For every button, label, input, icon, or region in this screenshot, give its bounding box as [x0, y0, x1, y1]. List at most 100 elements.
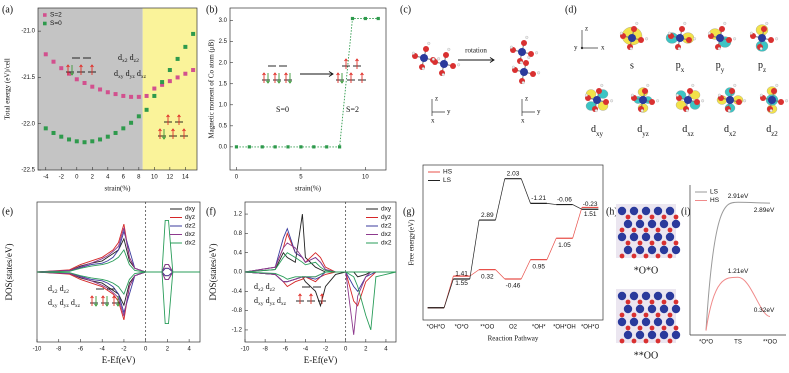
x-tick-label: -2 — [323, 347, 329, 353]
cobalt-atom — [659, 245, 669, 255]
x-tick-label: 0 — [144, 347, 148, 353]
hydrogen-atom — [701, 99, 705, 103]
data-point — [312, 145, 316, 149]
y-tick-label: -21.5 — [21, 75, 35, 81]
cobalt-atom — [623, 219, 633, 229]
data-point — [234, 145, 239, 149]
annotation: S=2 — [346, 105, 359, 114]
structure-label: *O*O — [634, 265, 658, 276]
data-point — [175, 56, 180, 61]
cobalt-atom — [623, 304, 633, 314]
oxygen-atom — [649, 214, 655, 220]
spin-arrow — [90, 64, 94, 75]
data-point — [98, 87, 103, 92]
series-line — [244, 232, 396, 273]
spin-arrow — [288, 73, 292, 84]
connector — [572, 207, 583, 239]
cobalt-atom — [520, 68, 528, 76]
value-label: 0.32eV — [754, 307, 775, 314]
oxygen-atom — [619, 227, 625, 233]
spin-arrow — [262, 72, 266, 83]
orbital-label: s — [630, 60, 634, 71]
connector — [520, 178, 531, 204]
annotation: dxy dyz dxz — [114, 69, 147, 80]
value-label: 1.05 — [558, 242, 571, 249]
oxygen-atom — [596, 88, 602, 94]
hydrogen-atom — [537, 71, 541, 75]
y-tick-label: -0.4 — [232, 289, 243, 295]
spin-arrow — [298, 293, 302, 304]
x-tick-label: 2 — [364, 347, 368, 353]
oxygen-atom — [661, 299, 667, 305]
oxygen-atom — [667, 253, 673, 259]
hydrogen-atom — [421, 67, 425, 71]
oxygen-atom — [649, 325, 655, 331]
legend-label: S=2 — [50, 12, 62, 19]
data-point — [74, 77, 79, 82]
hydrogen-atom — [675, 93, 679, 97]
hydrogen-atom — [691, 83, 695, 87]
cobalt-atom — [617, 206, 627, 216]
data-point — [376, 16, 380, 21]
spin-arrow — [66, 64, 70, 75]
oxygen-atom — [736, 99, 742, 105]
oxygen-atom — [771, 88, 777, 94]
oxygen-atom — [642, 88, 648, 94]
data-point — [136, 114, 141, 119]
data-point — [105, 134, 110, 139]
x-category-label: *OH* — [532, 325, 546, 331]
hydrogen-atom — [733, 83, 737, 87]
spin-arrow — [101, 295, 105, 306]
hydrogen-atom — [775, 37, 779, 41]
spin-arrow — [273, 72, 277, 83]
transition-arrow — [300, 71, 334, 77]
spin-arrow — [309, 293, 313, 304]
x-tick-label: 5 — [299, 175, 303, 181]
oxygen-atom — [637, 299, 643, 305]
x-tick-label: -4 — [303, 347, 309, 353]
value-label: 2.03 — [507, 170, 520, 177]
x-tick-label: -6 — [78, 347, 84, 353]
hydrogen-atom — [600, 83, 604, 87]
spin-arrow — [284, 72, 288, 83]
legend-label: dx2 — [185, 240, 196, 247]
data-point — [167, 68, 172, 73]
cobalt-atom — [617, 317, 627, 327]
hydrogen-atom — [635, 21, 639, 25]
data-point — [129, 120, 134, 125]
hydrogen-atom — [521, 81, 525, 85]
hydrogen-atom — [610, 99, 614, 103]
x-tick-label: 2 — [91, 175, 95, 181]
y-tick-label: -22.5 — [21, 168, 35, 174]
orbital-label: pz — [758, 60, 766, 73]
legend-label: dyz — [381, 214, 391, 221]
legend-label: dyz — [185, 214, 195, 221]
value-label: 0.95 — [532, 263, 545, 270]
x-axis-label: strain(%) — [104, 185, 131, 193]
axis-label: z — [585, 25, 588, 33]
data-point — [337, 145, 342, 149]
data-point — [191, 68, 196, 73]
spin-arrow — [340, 73, 344, 84]
cobalt-atom — [647, 219, 657, 229]
plot-frame — [229, 7, 387, 171]
data-point — [113, 130, 118, 135]
connector — [495, 178, 506, 221]
series-line — [36, 271, 200, 317]
oxygen-atom — [443, 52, 449, 58]
orbital-label: dxy — [591, 124, 604, 137]
series-line — [244, 252, 396, 273]
value-label: 2.91eV — [728, 193, 749, 200]
y-tick-label: -22.0 — [21, 121, 35, 127]
y-tick-label: -1.2 — [232, 328, 243, 334]
hydrogen-atom — [511, 65, 515, 69]
cobalt-atom — [641, 317, 651, 327]
legend-label: S=0 — [50, 20, 62, 27]
orbital-label: dyz — [637, 124, 649, 137]
rotation-arrow — [458, 57, 495, 63]
hydrogen-atom — [733, 37, 737, 41]
oxygen-atom — [768, 37, 774, 43]
data-point — [299, 145, 303, 149]
spin-arrow — [277, 73, 281, 84]
series-line — [36, 271, 200, 315]
